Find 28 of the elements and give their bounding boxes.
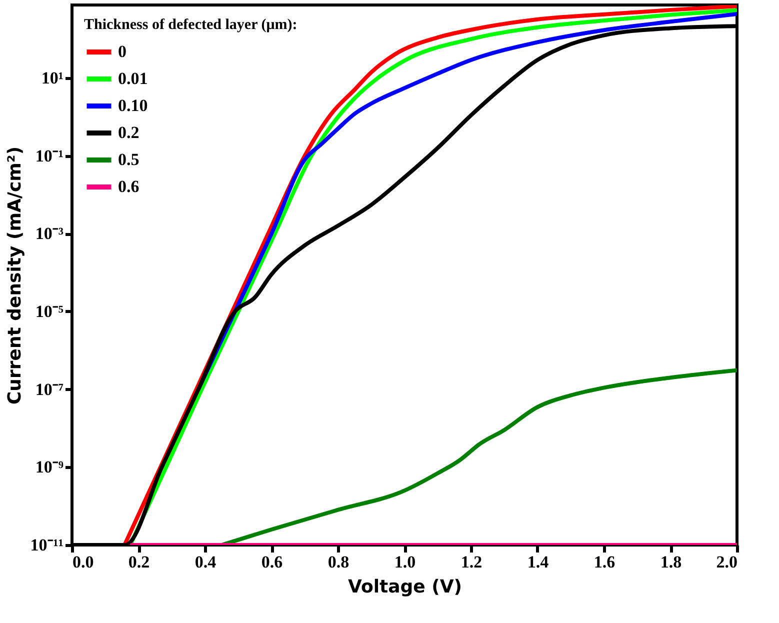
- legend-label: 0.5: [118, 150, 140, 169]
- y-tick-label: 10⁻⁹: [35, 458, 64, 477]
- y-tick-label: 10⁻¹: [35, 146, 64, 166]
- x-tick-label: 1.0: [394, 552, 416, 572]
- legend-title: Thickness of defected layer (μm):: [84, 17, 298, 33]
- legend-label: 0: [118, 42, 126, 61]
- x-tick-label: 0.2: [128, 552, 150, 572]
- x-tick-label: 1.8: [660, 552, 682, 572]
- y-tick-label: 10⁻⁵: [35, 302, 64, 321]
- x-tick-label: 1.6: [594, 552, 616, 572]
- x-tick-label: 0.8: [328, 552, 350, 572]
- y-tick-label: 10⁻⁷: [35, 380, 64, 399]
- y-tick-label: 10⁻¹¹: [30, 536, 64, 554]
- x-axis-title: Voltage (V): [348, 576, 462, 598]
- y-tick-label: 10⁻³: [35, 224, 64, 244]
- x-tick-label: 0.0: [72, 552, 94, 572]
- legend-label: 0.6: [118, 177, 140, 196]
- x-tick-label: 1.4: [527, 552, 550, 572]
- y-tick-label: 10¹: [41, 68, 64, 88]
- x-tick-label: 1.2: [460, 552, 482, 572]
- legend-label: 0.2: [118, 123, 140, 142]
- x-tick-label: 0.6: [261, 552, 283, 572]
- x-tick-label: 2.0: [716, 552, 738, 572]
- legend-label: 0.01: [118, 69, 148, 88]
- legend-label: 0.10: [118, 96, 148, 115]
- line-series: [220, 368, 737, 545]
- x-tick-label: 0.4: [194, 552, 217, 572]
- y-axis-title: Current density (mA/cm²): [4, 146, 26, 405]
